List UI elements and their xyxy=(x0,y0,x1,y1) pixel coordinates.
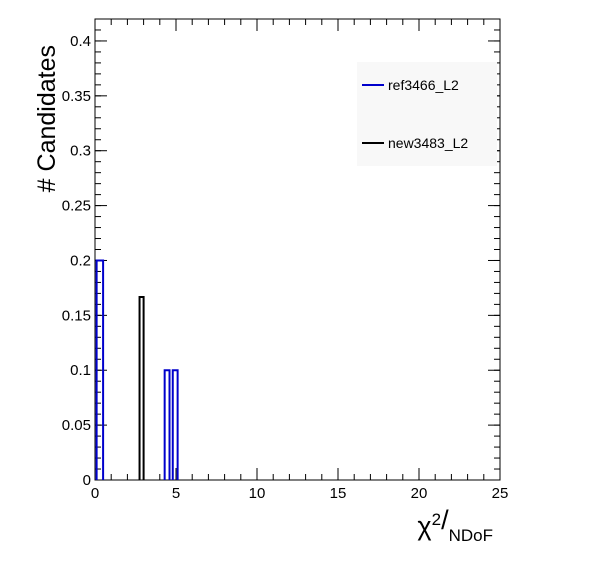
x-axis-title: χ2/NDoF xyxy=(417,505,493,545)
histogram-bin xyxy=(163,369,171,480)
x-tick-label: 5 xyxy=(172,485,180,502)
x-axis-title-sub: NDoF xyxy=(449,526,493,545)
y-tick-label: 0.05 xyxy=(62,417,91,434)
y-tick-label: 0 xyxy=(83,472,91,489)
x-tick-label: 20 xyxy=(411,485,428,502)
y-axis: 0 0.05 0.1 0.15 0.2 0.25 0.3 0.35 0.4 xyxy=(62,18,500,489)
x-axis-title-sup: 2 xyxy=(432,510,441,529)
y-axis-title: # Candidates xyxy=(33,45,61,192)
x-tick-label: 15 xyxy=(330,485,347,502)
histogram-bin xyxy=(95,259,105,480)
y-tick-label: 0.15 xyxy=(62,307,91,324)
x-tick-label: 0 xyxy=(91,485,99,502)
histogram-bin xyxy=(138,296,145,480)
x-tick-label: 25 xyxy=(492,485,509,502)
y-tick-label: 0.4 xyxy=(70,33,91,50)
y-tick-label: 0.3 xyxy=(70,143,91,160)
y-tick-label: 0.2 xyxy=(70,252,91,269)
x-axis-title-base: χ xyxy=(417,511,431,541)
x-axis-title-sep: / xyxy=(441,505,449,535)
legend-label: new3483_L2 xyxy=(388,135,468,151)
legend-box xyxy=(357,62,497,166)
series-new3483_L2 xyxy=(138,296,145,480)
series-layer xyxy=(95,259,179,480)
x-tick-label: 10 xyxy=(249,485,266,502)
y-tick-label: 0.35 xyxy=(62,88,91,105)
series-ref3466_L2 xyxy=(95,259,179,480)
y-tick-label: 0.25 xyxy=(62,198,91,215)
histogram-bin xyxy=(171,369,179,480)
legend-label: ref3466_L2 xyxy=(388,77,459,93)
x-axis: 0 5 10 15 20 25 xyxy=(91,19,509,502)
legend: ref3466_L2 new3483_L2 xyxy=(357,62,497,166)
y-tick-label: 0.1 xyxy=(70,362,91,379)
